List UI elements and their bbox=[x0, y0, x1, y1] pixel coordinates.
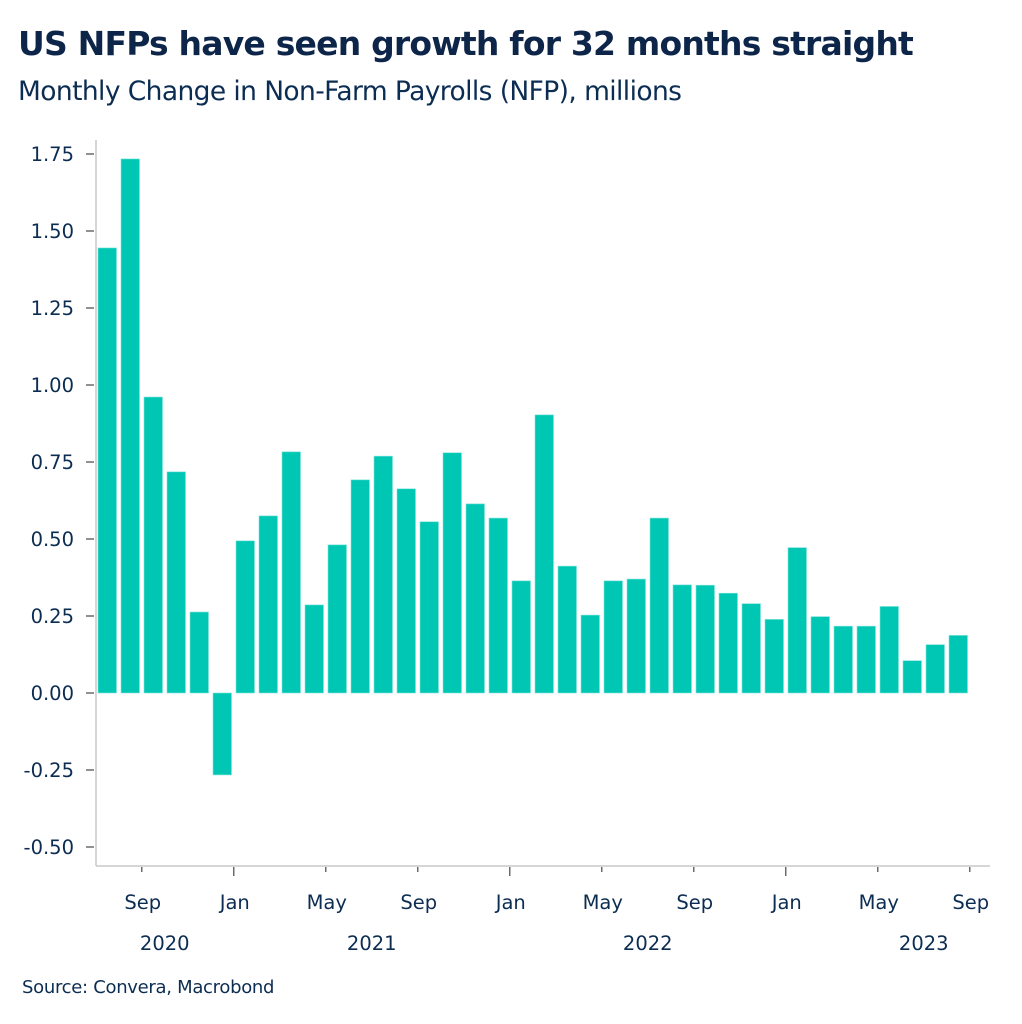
bar bbox=[764, 619, 784, 694]
x-axis: Sep Jan May Sep Jan May Sep Jan May Sep 2020 2021 20… bbox=[96, 865, 990, 955]
bar bbox=[741, 603, 761, 694]
x-tick-label: May bbox=[583, 891, 623, 914]
x-year-label: 2021 bbox=[347, 932, 397, 955]
bar bbox=[557, 565, 577, 694]
y-tick-label: 1.75 bbox=[31, 143, 74, 166]
x-year-label: 2020 bbox=[140, 932, 190, 955]
bar bbox=[212, 692, 232, 776]
y-tick-label: 1.00 bbox=[31, 374, 74, 397]
y-axis: -0.50 -0.25 0.00 0.25 0.50 0.75 1.00 1.25 1.50 1.… bbox=[24, 140, 97, 866]
bar bbox=[143, 396, 163, 694]
y-tick-label: -0.25 bbox=[24, 759, 74, 782]
y-tick-label: -0.50 bbox=[24, 836, 74, 859]
bar bbox=[488, 517, 508, 694]
chart-subtitle: Monthly Change in Non-Farm Payrolls (NFP… bbox=[18, 76, 682, 107]
bar bbox=[281, 451, 301, 694]
x-year-label: 2023 bbox=[899, 932, 949, 955]
x-tick-label: Jan bbox=[494, 891, 526, 914]
bar bbox=[718, 592, 738, 694]
x-tick-label: May bbox=[307, 891, 347, 914]
bar bbox=[189, 611, 209, 694]
bar bbox=[327, 544, 347, 694]
bar bbox=[534, 414, 554, 694]
bar bbox=[350, 479, 370, 694]
bar bbox=[810, 616, 830, 694]
bar bbox=[442, 452, 462, 694]
bar bbox=[258, 515, 278, 694]
bar bbox=[649, 517, 669, 694]
bar bbox=[511, 580, 531, 694]
bar bbox=[833, 625, 853, 694]
bar bbox=[672, 584, 692, 694]
chart-title: US NFPs have seen growth for 32 months s… bbox=[18, 24, 914, 63]
bar bbox=[879, 606, 899, 694]
bar bbox=[97, 247, 117, 694]
x-tick-label: May bbox=[859, 891, 899, 914]
bar bbox=[396, 488, 416, 694]
bar bbox=[304, 604, 324, 694]
bar bbox=[580, 614, 600, 694]
bar bbox=[856, 625, 876, 694]
y-tick-label: 1.25 bbox=[31, 297, 74, 320]
bar bbox=[235, 540, 255, 694]
x-year-label: 2022 bbox=[623, 932, 673, 955]
y-tick-label: 0.25 bbox=[31, 605, 74, 628]
bar bbox=[603, 580, 623, 694]
bar bbox=[120, 158, 140, 694]
x-tick-label: Sep bbox=[400, 891, 437, 914]
bar bbox=[166, 471, 186, 694]
y-tick-label: 0.00 bbox=[31, 682, 74, 705]
bar bbox=[787, 547, 807, 694]
bar bbox=[465, 503, 485, 694]
x-tick-label: Sep bbox=[676, 891, 713, 914]
bars bbox=[97, 158, 968, 776]
y-tick-label: 1.50 bbox=[31, 220, 74, 243]
bar bbox=[902, 660, 922, 694]
bar bbox=[419, 521, 439, 694]
bar bbox=[925, 644, 945, 694]
bar bbox=[695, 584, 715, 694]
x-tick-label: Jan bbox=[770, 891, 802, 914]
y-tick-label: 0.50 bbox=[31, 528, 74, 551]
source-note: Source: Convera, Macrobond bbox=[22, 977, 275, 998]
bar bbox=[373, 455, 393, 694]
y-tick-label: 0.75 bbox=[31, 451, 74, 474]
bar bbox=[626, 578, 646, 694]
bar bbox=[948, 635, 968, 694]
x-tick-label: Jan bbox=[218, 891, 250, 914]
x-tick-label: Sep bbox=[952, 891, 989, 914]
x-tick-label: Sep bbox=[124, 891, 161, 914]
